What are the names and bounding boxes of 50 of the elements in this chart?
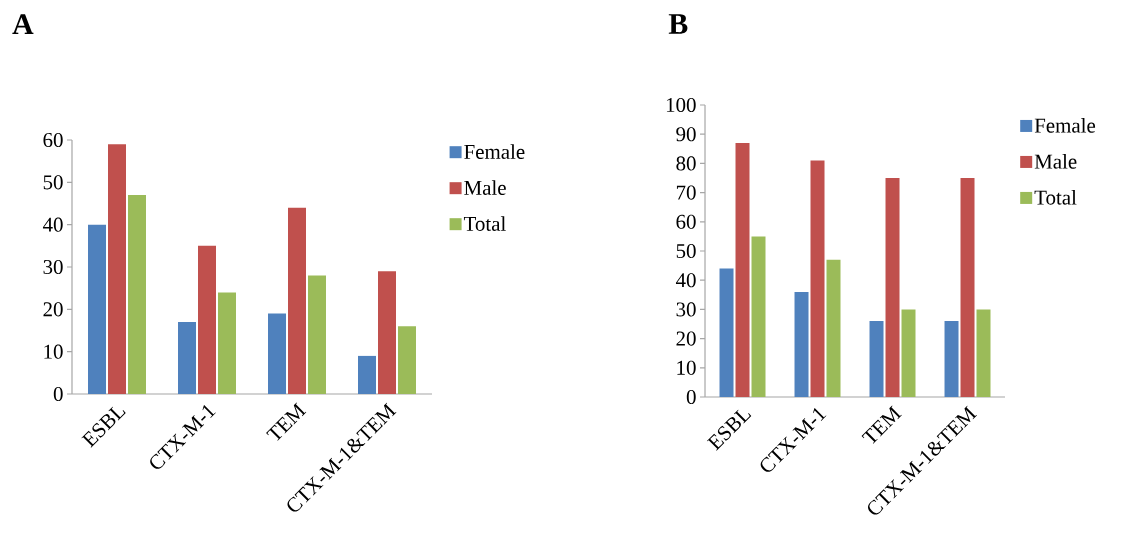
chart-title: B — [668, 14, 688, 34]
legend-label: Female — [464, 144, 525, 159]
bar — [288, 207, 306, 394]
bar — [976, 309, 991, 397]
y-tick-label: 20 — [43, 302, 63, 317]
legend-label: Male — [1034, 153, 1077, 169]
bar — [198, 245, 216, 394]
y-tick-label: 50 — [676, 243, 696, 259]
y-tick-label: 10 — [677, 360, 696, 375]
y-tick-label: 30 — [676, 302, 696, 317]
bar — [88, 224, 107, 394]
y-tick-label: 50 — [43, 175, 63, 190]
y-tick-label: 10 — [44, 344, 63, 359]
legend-label: Male — [464, 180, 506, 195]
bar — [108, 144, 126, 394]
bar — [751, 236, 766, 397]
bar — [960, 178, 975, 397]
y-tick-label: 40 — [675, 273, 696, 288]
y-tick-label: 60 — [43, 132, 63, 148]
bar — [397, 326, 416, 394]
legend-label: Total — [1034, 189, 1077, 205]
bar — [358, 355, 377, 394]
y-tick-label: 40 — [42, 217, 63, 232]
y-tick-label: 100 — [666, 97, 696, 113]
bar — [901, 309, 916, 397]
y-tick-label: 60 — [676, 214, 696, 229]
chart-title: A — [12, 14, 34, 34]
legend-label: Female — [1034, 117, 1096, 133]
y-tick-label: 30 — [43, 259, 63, 275]
legend-label: Total — [463, 216, 506, 231]
bar — [719, 268, 734, 397]
bar — [869, 321, 884, 397]
y-tick-label: 20 — [676, 331, 696, 346]
bar — [826, 259, 841, 397]
y-tick-label: 70 — [676, 185, 696, 200]
bar — [944, 321, 959, 397]
y-tick-label: 90 — [676, 127, 696, 142]
bar — [810, 160, 825, 397]
y-tick-label: 0 — [53, 386, 63, 402]
bar — [307, 275, 326, 394]
y-tick-label: 80 — [676, 156, 696, 171]
bar — [178, 322, 197, 394]
bar — [268, 313, 287, 394]
bar — [885, 178, 900, 397]
bar — [794, 291, 809, 397]
bar — [127, 195, 146, 394]
bar — [735, 142, 750, 397]
bar — [217, 292, 236, 394]
y-tick-label: 0 — [686, 389, 696, 405]
bar — [378, 271, 396, 394]
